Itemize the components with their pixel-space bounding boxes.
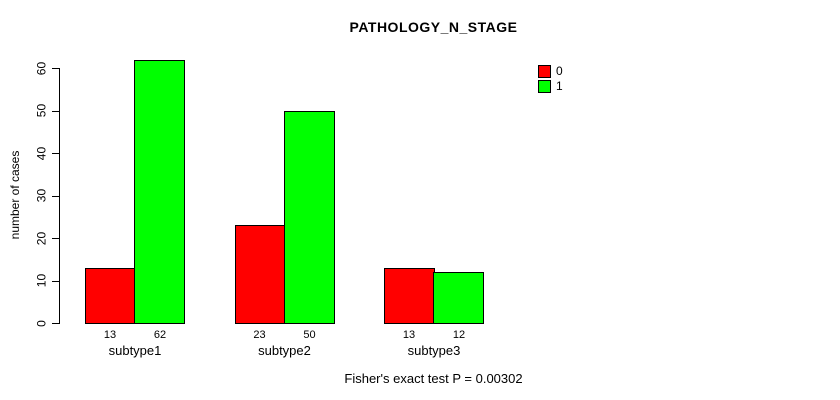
category-label-subtype3: subtype3 xyxy=(407,343,461,358)
y-tick-mark xyxy=(52,110,59,112)
y-tick-label: 0 xyxy=(34,319,49,327)
y-tick-label: 40 xyxy=(34,146,49,160)
bar-subtype1-series-1 xyxy=(134,59,185,324)
bar-count-label: 23 xyxy=(253,329,266,341)
bar-count-label: 12 xyxy=(452,329,466,341)
bar-count-label: 50 xyxy=(303,329,316,341)
y-tick-mark xyxy=(52,323,59,324)
y-tick-mark xyxy=(52,153,59,154)
y-tick-label: 60 xyxy=(34,61,49,75)
bar-subtype3-series-1 xyxy=(433,272,484,324)
bar-count-label: 62 xyxy=(153,329,167,341)
bar-subtype2-series-0 xyxy=(234,225,286,324)
y-tick-mark xyxy=(52,195,59,197)
bar-subtype3-series-0 xyxy=(384,267,435,324)
legend-swatch-icon xyxy=(538,80,551,93)
legend-label: 0 xyxy=(556,64,563,78)
y-tick-label: 50 xyxy=(34,103,49,118)
legend-entry-1: 1 xyxy=(538,80,563,93)
bar-subtype1-series-0 xyxy=(85,267,136,324)
bar-count-label: 13 xyxy=(103,329,117,341)
y-tick-mark xyxy=(52,280,59,282)
chart-title: PATHOLOGY_N_STAGE xyxy=(349,19,518,35)
y-tick-mark xyxy=(52,238,59,239)
y-axis-line xyxy=(59,68,60,324)
legend-label: 1 xyxy=(556,79,563,93)
bar-subtype2-series-1 xyxy=(283,110,335,324)
legend-entry-0: 0 xyxy=(538,65,563,78)
bar-count-label: 13 xyxy=(402,329,416,341)
y-tick-mark xyxy=(52,68,59,69)
legend-swatch-icon xyxy=(538,65,551,78)
category-label-subtype2: subtype2 xyxy=(258,343,311,358)
y-tick-label: 10 xyxy=(34,273,49,288)
annotation-text: Fisher's exact test P = 0.00302 xyxy=(344,371,523,386)
y-axis-label: number of cases xyxy=(8,150,22,240)
y-tick-label: 20 xyxy=(34,231,49,245)
y-tick-label: 30 xyxy=(34,188,49,203)
category-label-subtype1: subtype1 xyxy=(108,343,162,358)
